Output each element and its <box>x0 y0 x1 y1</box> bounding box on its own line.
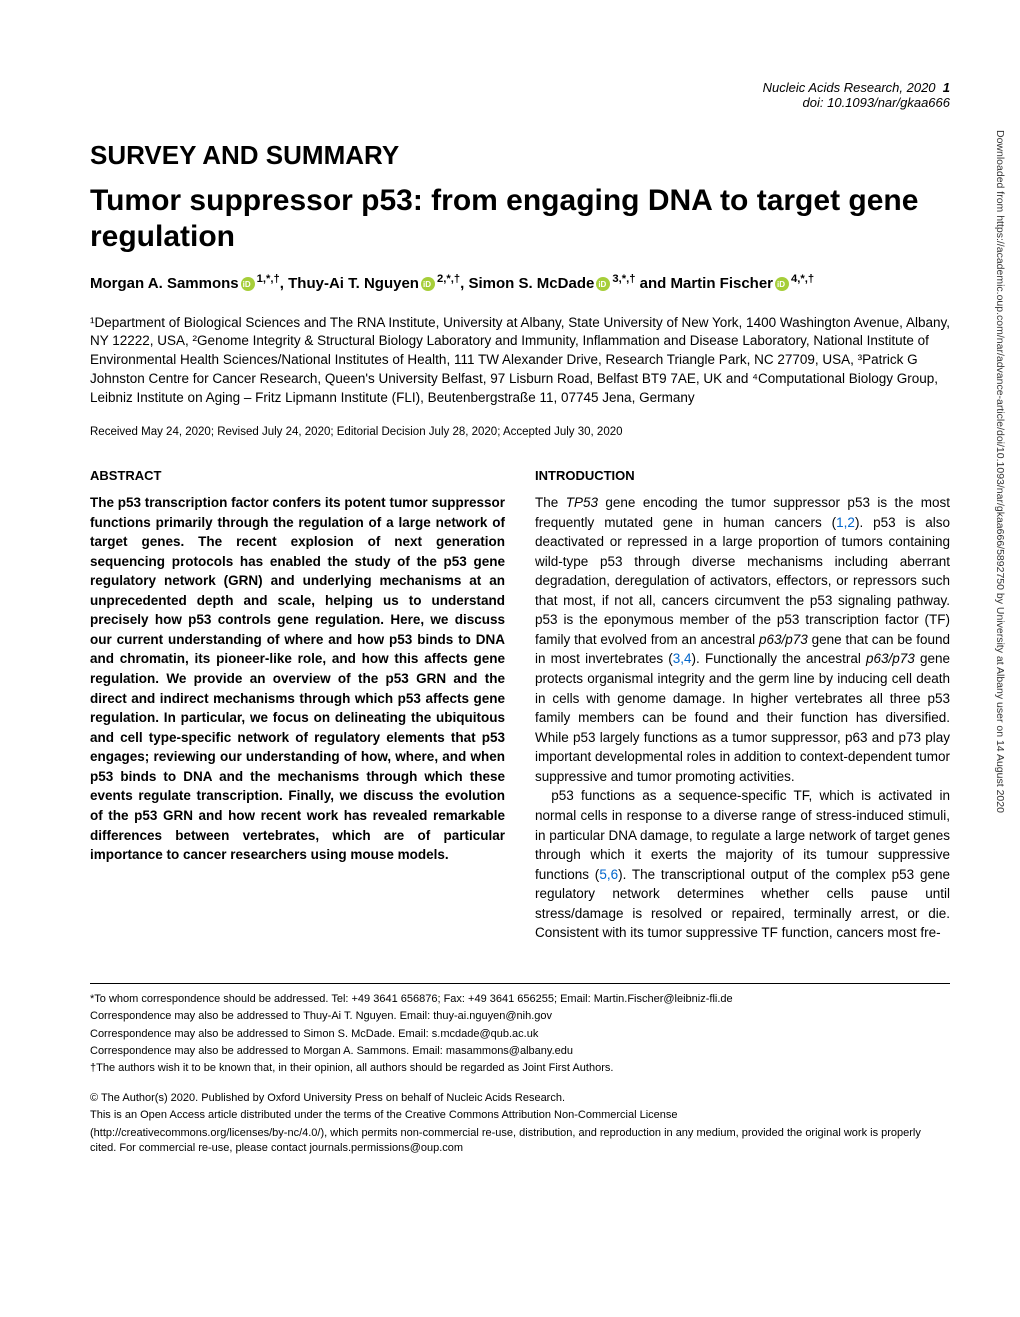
author-4-name: Martin Fischer <box>671 275 774 292</box>
journal-text: Nucleic Acids Research, 2020 <box>763 80 936 95</box>
orcid-icon[interactable] <box>241 277 255 291</box>
footer-separator <box>90 983 950 984</box>
intro-text-span: The <box>535 495 566 510</box>
introduction-heading: INTRODUCTION <box>535 468 950 483</box>
dates-line: Received May 24, 2020; Revised July 24, … <box>90 426 950 438</box>
right-column: INTRODUCTION The TP53 gene encoding the … <box>535 468 950 943</box>
left-column: ABSTRACT The p53 transcription factor co… <box>90 468 505 943</box>
footer-license: © The Author(s) 2020. Published by Oxfor… <box>90 1091 950 1157</box>
author-list: Morgan A. Sammons 1,*,†, Thuy-Ai T. Nguye… <box>90 271 950 296</box>
citation-link[interactable]: 5,6 <box>599 867 618 882</box>
corr-main: *To whom correspondence should be addres… <box>90 992 950 1007</box>
gene-italic: TP53 <box>566 495 598 510</box>
introduction-text: The TP53 gene encoding the tumor suppres… <box>535 493 950 943</box>
joint-authors: †The authors wish it to be known that, i… <box>90 1061 950 1076</box>
abstract-heading: ABSTRACT <box>90 468 505 483</box>
gene-italic: p63/p73 <box>866 651 915 666</box>
two-column-body: ABSTRACT The p53 transcription factor co… <box>90 468 950 943</box>
copyright-line: © The Author(s) 2020. Published by Oxfor… <box>90 1091 950 1106</box>
citation-link[interactable]: 1,2 <box>836 515 855 530</box>
author-3-aff: 3,*,† <box>612 273 635 285</box>
and-text: and <box>635 275 670 292</box>
license-line-2: (http://creativecommons.org/licenses/by-… <box>90 1126 950 1157</box>
abstract-text: The p53 transcription factor confers its… <box>90 493 505 865</box>
download-watermark: Downloaded from https://academic.oup.com… <box>994 130 1006 813</box>
intro-para-1: The TP53 gene encoding the tumor suppres… <box>535 493 950 786</box>
affiliations: ¹Department of Biological Sciences and T… <box>90 314 950 408</box>
page-container: Downloaded from https://academic.oup.com… <box>0 0 1020 1198</box>
gene-italic: p63/p73 <box>759 632 808 647</box>
author-2-name: , Thuy-Ai T. Nguyen <box>280 275 419 292</box>
page-number: 1 <box>943 80 950 95</box>
journal-name: Nucleic Acids Research, 2020 1 <box>90 80 950 95</box>
author-2-aff: 2,*,† <box>437 273 460 285</box>
intro-text-span: gene protects organismal integrity and t… <box>535 651 950 783</box>
license-line-1: This is an Open Access article distribut… <box>90 1108 950 1123</box>
doi-text: doi: 10.1093/nar/gkaa666 <box>90 95 950 110</box>
author-1-name: Morgan A. Sammons <box>90 275 239 292</box>
corr-3: Correspondence may also be addressed to … <box>90 1027 950 1042</box>
author-1-aff: 1,*,† <box>257 273 280 285</box>
author-4-aff: 4,*,† <box>791 273 814 285</box>
corr-2: Correspondence may also be addressed to … <box>90 1009 950 1024</box>
citation-link[interactable]: 3,4 <box>673 651 692 666</box>
intro-text-span: ). p53 is also deactivated or repressed … <box>535 515 950 647</box>
footer-correspondence: *To whom correspondence should be addres… <box>90 992 950 1077</box>
orcid-icon[interactable] <box>421 277 435 291</box>
author-3-name: , Simon S. McDade <box>460 275 594 292</box>
intro-text-span: ). Functionally the ancestral <box>692 651 866 666</box>
orcid-icon[interactable] <box>596 277 610 291</box>
survey-heading: SURVEY AND SUMMARY <box>90 140 950 171</box>
corr-4: Correspondence may also be addressed to … <box>90 1044 950 1059</box>
header-meta: Nucleic Acids Research, 2020 1 doi: 10.1… <box>90 80 950 110</box>
orcid-icon[interactable] <box>775 277 789 291</box>
intro-para-2: p53 functions as a sequence-specific TF,… <box>535 786 950 943</box>
article-title: Tumor suppressor p53: from engaging DNA … <box>90 183 950 255</box>
